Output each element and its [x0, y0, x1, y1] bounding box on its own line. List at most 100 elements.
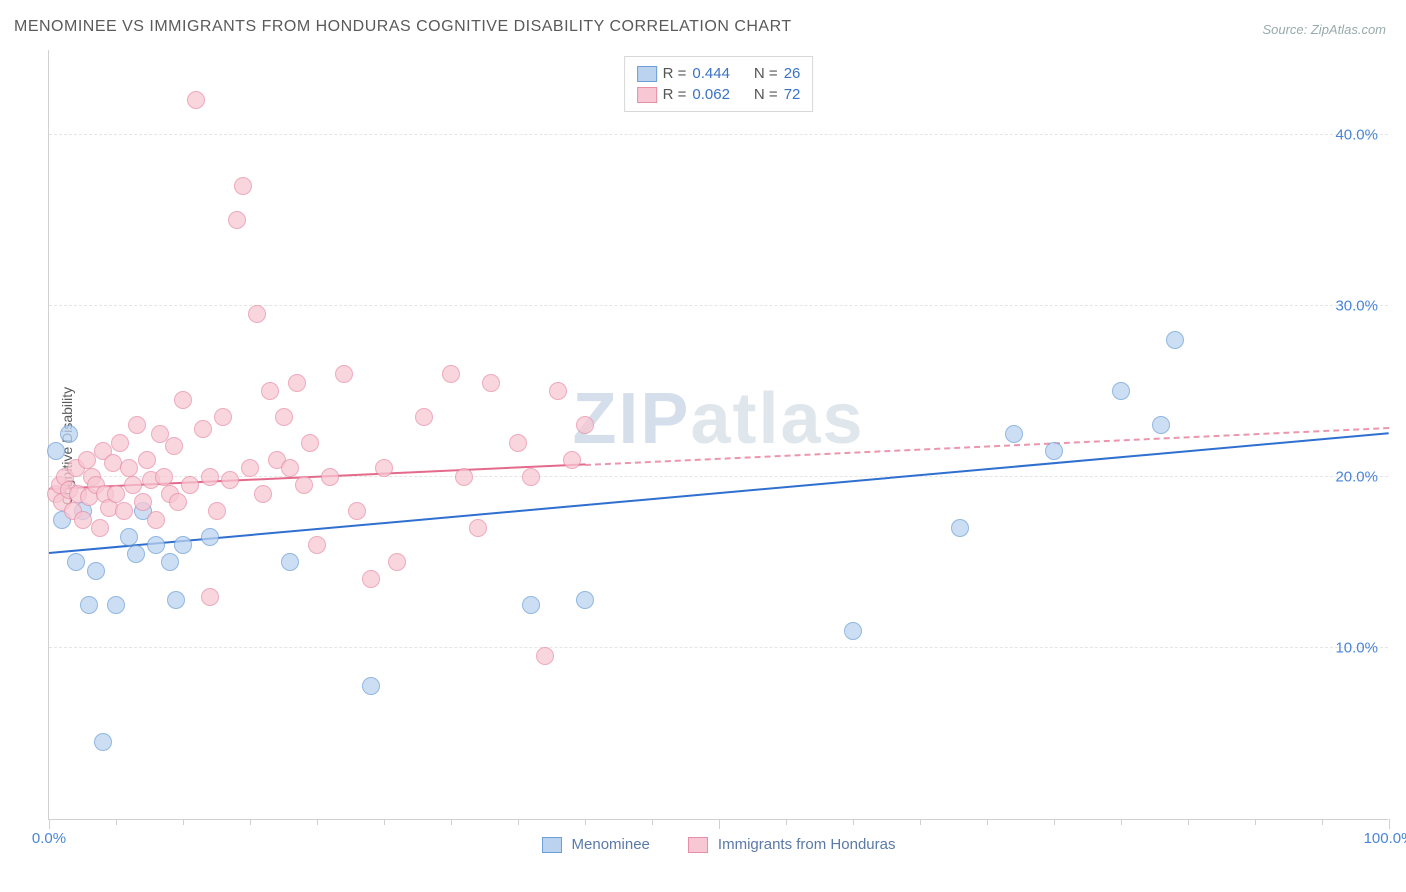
- swatch-icon: [542, 837, 562, 853]
- x-tick: [585, 819, 586, 825]
- legend-n-label: N =: [754, 86, 778, 103]
- scatter-marker: [134, 493, 152, 511]
- scatter-marker: [1045, 442, 1063, 460]
- scatter-marker: [165, 437, 183, 455]
- scatter-marker: [469, 519, 487, 537]
- scatter-marker: [261, 382, 279, 400]
- legend-n-value: 72: [784, 86, 801, 103]
- scatter-marker: [174, 391, 192, 409]
- scatter-marker: [174, 536, 192, 554]
- source-attribution: Source: ZipAtlas.com: [1262, 22, 1386, 37]
- x-tick: [518, 819, 519, 825]
- scatter-marker: [221, 471, 239, 489]
- scatter-marker: [60, 425, 78, 443]
- scatter-marker: [455, 468, 473, 486]
- scatter-marker: [167, 591, 185, 609]
- scatter-marker: [362, 677, 380, 695]
- scatter-marker: [321, 468, 339, 486]
- legend-n-label: N =: [754, 65, 778, 82]
- gridline: [49, 305, 1388, 306]
- scatter-marker: [1166, 331, 1184, 349]
- scatter-marker: [335, 365, 353, 383]
- scatter-marker: [194, 420, 212, 438]
- scatter-marker: [138, 451, 156, 469]
- swatch-icon: [688, 837, 708, 853]
- scatter-marker: [228, 211, 246, 229]
- y-tick-label: 30.0%: [1335, 297, 1378, 314]
- scatter-marker: [214, 408, 232, 426]
- x-tick: [1054, 819, 1055, 825]
- scatter-marker: [275, 408, 293, 426]
- scatter-marker: [362, 570, 380, 588]
- scatter-marker: [509, 434, 527, 452]
- scatter-marker: [248, 305, 266, 323]
- scatter-marker: [288, 374, 306, 392]
- scatter-marker: [234, 177, 252, 195]
- scatter-marker: [281, 459, 299, 477]
- scatter-marker: [127, 545, 145, 563]
- x-tick: [1121, 819, 1122, 825]
- scatter-marker: [415, 408, 433, 426]
- legend-series-b-label: Immigrants from Honduras: [718, 836, 896, 853]
- series-legend: Menominee Immigrants from Honduras: [542, 836, 896, 853]
- scatter-marker: [107, 596, 125, 614]
- scatter-marker: [120, 459, 138, 477]
- scatter-marker: [147, 536, 165, 554]
- legend-series-a-label: Menominee: [572, 836, 650, 853]
- scatter-marker: [161, 553, 179, 571]
- scatter-marker: [124, 476, 142, 494]
- scatter-marker: [1152, 416, 1170, 434]
- scatter-marker: [388, 553, 406, 571]
- scatter-marker: [375, 459, 393, 477]
- scatter-marker: [549, 382, 567, 400]
- scatter-marker: [241, 459, 259, 477]
- scatter-marker: [254, 485, 272, 503]
- scatter-marker: [120, 528, 138, 546]
- scatter-marker: [111, 434, 129, 452]
- scatter-marker: [1005, 425, 1023, 443]
- x-tick-label: 100.0%: [1364, 830, 1406, 847]
- scatter-marker: [115, 502, 133, 520]
- x-tick: [1389, 819, 1390, 829]
- x-tick: [786, 819, 787, 825]
- scatter-marker: [107, 485, 125, 503]
- scatter-marker: [576, 591, 594, 609]
- swatch-icon: [637, 87, 657, 103]
- scatter-marker: [91, 519, 109, 537]
- legend-r-label: R =: [663, 65, 687, 82]
- scatter-marker: [348, 502, 366, 520]
- scatter-marker: [482, 374, 500, 392]
- scatter-marker: [74, 511, 92, 529]
- scatter-marker: [281, 553, 299, 571]
- legend-r-value: 0.062: [692, 86, 730, 103]
- x-tick: [652, 819, 653, 825]
- scatter-marker: [201, 528, 219, 546]
- scatter-marker: [522, 596, 540, 614]
- y-tick-label: 40.0%: [1335, 126, 1378, 143]
- scatter-marker: [295, 476, 313, 494]
- x-tick-label: 0.0%: [32, 830, 66, 847]
- x-tick: [719, 819, 720, 829]
- scatter-marker: [522, 468, 540, 486]
- x-tick: [183, 819, 184, 825]
- y-tick-label: 20.0%: [1335, 468, 1378, 485]
- x-tick: [250, 819, 251, 825]
- scatter-marker: [187, 91, 205, 109]
- legend-r-label: R =: [663, 86, 687, 103]
- scatter-marker: [47, 442, 65, 460]
- legend-row-series-b: R = 0.062 N = 72: [637, 84, 801, 105]
- chart-plot-area: ZIPatlas R = 0.444 N = 26 R = 0.062 N = …: [48, 50, 1388, 820]
- scatter-marker: [301, 434, 319, 452]
- legend-r-value: 0.444: [692, 65, 730, 82]
- scatter-marker: [147, 511, 165, 529]
- scatter-marker: [951, 519, 969, 537]
- scatter-marker: [181, 476, 199, 494]
- scatter-marker: [155, 468, 173, 486]
- correlation-legend: R = 0.444 N = 26 R = 0.062 N = 72: [624, 56, 814, 112]
- x-tick: [49, 819, 50, 829]
- scatter-marker: [169, 493, 187, 511]
- x-tick: [987, 819, 988, 825]
- gridline: [49, 647, 1388, 648]
- legend-n-value: 26: [784, 65, 801, 82]
- x-tick: [1255, 819, 1256, 825]
